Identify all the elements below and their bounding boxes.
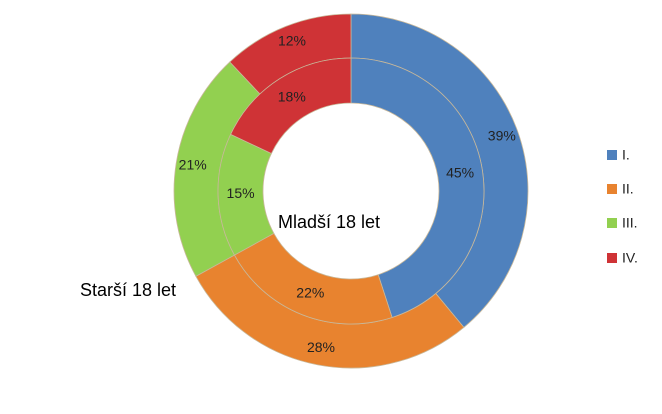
data-label: 45%: [446, 164, 474, 180]
data-label: 15%: [227, 185, 255, 201]
data-label: 21%: [179, 157, 207, 173]
data-label: 39%: [488, 127, 516, 143]
legend-swatch: [607, 184, 617, 194]
data-label: 22%: [296, 284, 324, 300]
legend-label: IV.: [622, 250, 638, 266]
doughnut-segment: [350, 57, 485, 318]
series-name: Starší 18 let: [80, 280, 176, 300]
legend-label: II.: [622, 181, 634, 197]
legend-label: III.: [622, 215, 638, 231]
data-label: 12%: [278, 33, 306, 49]
doughnut-segment: [230, 57, 352, 155]
legend-label: I.: [622, 147, 630, 163]
series-name: Mladší 18 let: [278, 212, 380, 232]
legend-swatch: [607, 253, 617, 263]
data-label: 28%: [307, 339, 335, 355]
legend-swatch: [607, 150, 617, 160]
data-label: 18%: [278, 88, 306, 104]
legend-swatch: [607, 218, 617, 228]
